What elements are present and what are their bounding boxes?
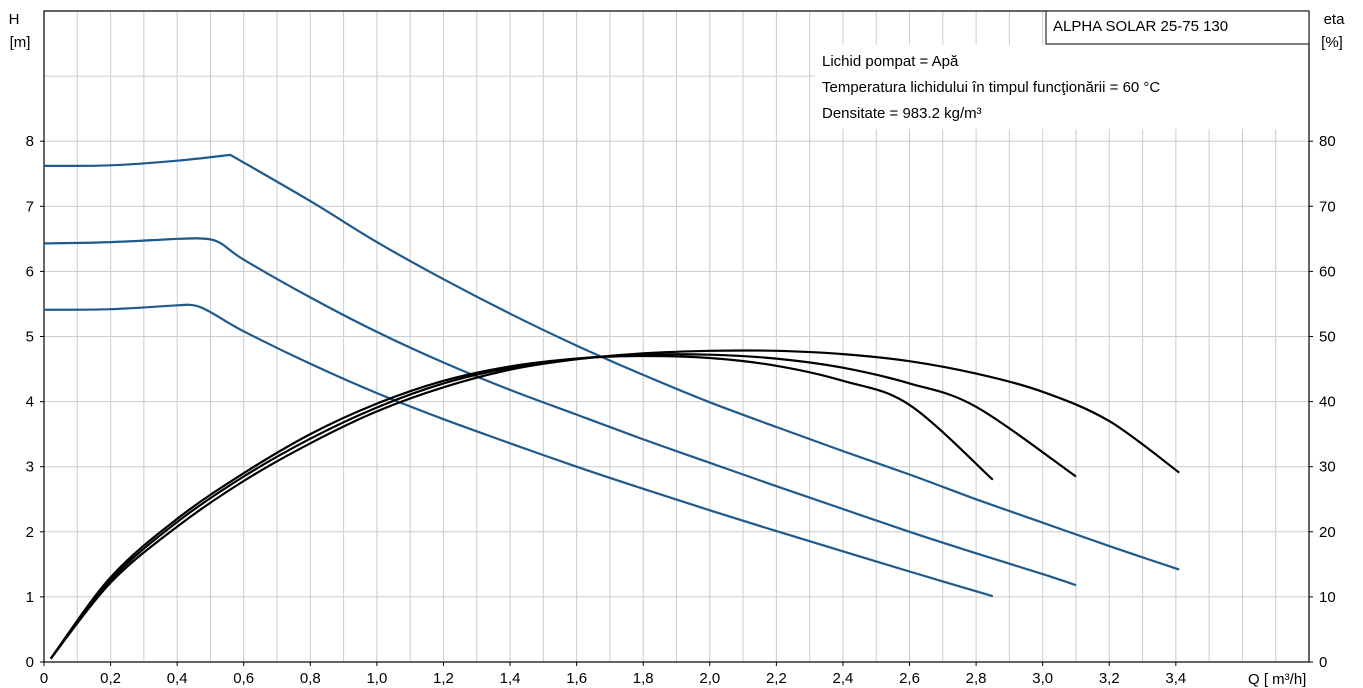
chart-title: ALPHA SOLAR 25-75 130 [1053,18,1228,35]
x-tick-label: 1,8 [633,670,654,687]
y-left-tick-label: 7 [26,198,34,215]
x-tick-label: 1,6 [566,670,587,687]
x-tick-label: 1,0 [366,670,387,687]
y-right-tick-label: 60 [1319,263,1336,280]
x-tick-label: 2,2 [766,670,787,687]
y-left-tick-label: 3 [26,459,34,476]
head-curve-2 [43,237,1077,587]
grid [44,11,1309,662]
x-tick-label: 3,4 [1165,670,1186,687]
x-tick-label: 2,6 [899,670,920,687]
x-tick-label: 2,4 [833,670,854,687]
x-tick-label: 0,4 [167,670,188,687]
y-right-tick-label: 40 [1319,394,1336,411]
x-tick-label: 0,6 [233,670,254,687]
title-box [1045,10,1310,45]
y-left-label: H [9,11,20,28]
y-right-tick-label: 30 [1319,459,1336,476]
efficiency-curve-1 [49,354,994,660]
y-left-tick-label: 5 [26,329,34,346]
efficiency-curves [49,349,1180,660]
head-curve-3 [43,303,994,598]
y-right-unit: [%] [1321,34,1343,51]
y-left-tick-label: 6 [26,263,34,280]
x-tick-label: 2,8 [966,670,987,687]
x-tick-label: 0,2 [100,670,121,687]
y-left-unit: [m] [10,34,31,51]
info-line-density: Densitate = 983.2 kg/m³ [822,105,982,122]
x-tick-label: 0,8 [300,670,321,687]
y-right-tick-label: 20 [1319,524,1336,541]
y-right-label: eta [1324,11,1346,28]
efficiency-curve-3 [49,349,1180,660]
y-left-tick-label: 8 [26,133,34,150]
x-axis-label: Q [ m³/h] [1248,671,1306,688]
efficiency-curve-2 [49,353,1077,660]
x-tick-label: 0 [40,670,48,687]
y-left-tick-label: 4 [26,394,34,411]
y-left-tick-label: 1 [26,589,34,606]
info-line-fluid: Lichid pompat = Apă [822,53,959,70]
info-line-temperature: Temperatura lichidului în timpul funcţio… [822,79,1160,96]
x-tick-label: 3,0 [1032,670,1053,687]
x-tick-label: 1,2 [433,670,454,687]
y-right-tick-label: 0 [1319,654,1327,671]
x-tick-label: 1,4 [500,670,521,687]
y-right-tick-label: 50 [1319,329,1336,346]
x-tick-label: 2,0 [699,670,720,687]
y-right-tick-label: 80 [1319,133,1336,150]
head-curve-1 [43,153,1180,571]
y-right-tick-label: 10 [1319,589,1336,606]
head-curves [43,153,1180,598]
y-right-tick-label: 70 [1319,198,1336,215]
ticks: 0 0,2 0,4 0,6 0,8 1,0 1,2 1,4 1,6 1,8 2,0 2,2 2,4 2,6… [26,133,1336,687]
x-tick-label: 3,2 [1099,670,1120,687]
y-left-tick-label: 0 [26,654,34,671]
y-left-tick-label: 2 [26,524,34,541]
info-background [815,45,1308,129]
